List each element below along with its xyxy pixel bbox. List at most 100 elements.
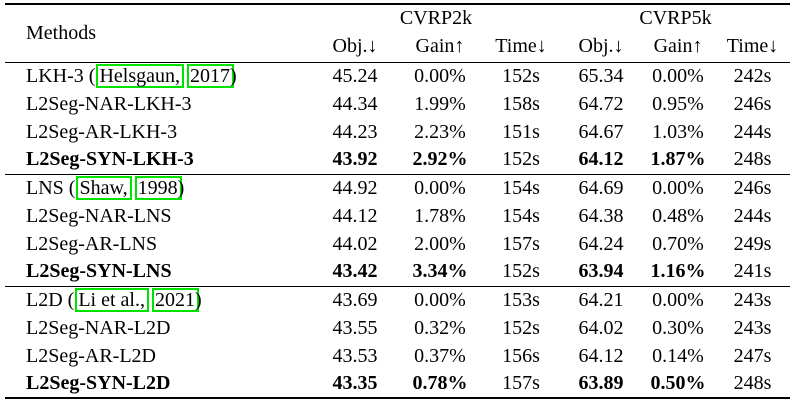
- time-2k-cell: 156s: [502, 344, 540, 367]
- time-2k-cell: 152s: [502, 148, 540, 171]
- method-suffix: ): [194, 289, 202, 312]
- table-row: L2Seg-AR-LNS 44.02 2.00% 157s 64.24 0.70…: [5, 230, 790, 258]
- column-header-obj-2k: Obj.↓: [332, 34, 378, 57]
- obj-2k-cell: 43.92: [332, 148, 378, 171]
- obj-2k-cell: 44.23: [332, 120, 378, 143]
- table-row: LKH-3 (Helsgaun, 2017) 45.24 0.00% 152s 6…: [5, 62, 790, 90]
- obj-2k-cell: 43.35: [332, 372, 378, 394]
- gain-2k-cell: 1.99%: [414, 92, 466, 115]
- method-suffix: ): [229, 65, 237, 88]
- citation-link-year[interactable]: 2017: [186, 64, 234, 89]
- gain-2k-cell: 0.00%: [399, 285, 481, 314]
- time-2k-cell: 154s: [502, 204, 540, 227]
- table-row: L2Seg-AR-LKH-3 44.23 2.23% 151s 64.67 1.…: [5, 118, 790, 146]
- results-table: Methods CVRP2k CVRP5k Obj.↓ Gain↑ Time↓ …: [5, 3, 791, 399]
- method-prefix: L2D (: [26, 289, 75, 312]
- method-cell: LNS (Shaw, 1998): [5, 173, 311, 202]
- gain-5k-cell: 1.16%: [650, 260, 706, 283]
- method-cell: L2Seg-NAR-LNS: [5, 202, 311, 230]
- method-label: L2Seg-NAR-L2D: [26, 316, 171, 339]
- table-row-best: L2Seg-SYN-L2D 43.35 0.78% 157s 63.89 0.5…: [5, 370, 790, 398]
- citation-link-author[interactable]: Helsgaun,: [96, 64, 184, 89]
- time-5k-cell: 244s: [733, 120, 772, 143]
- method-cell: L2Seg-AR-LNS: [5, 230, 311, 258]
- gain-2k-cell: 2.23%: [414, 120, 466, 143]
- citation-link-year[interactable]: 2021: [151, 288, 199, 313]
- gain-2k-cell: 0.37%: [414, 344, 466, 367]
- gain-5k-cell: 0.00%: [641, 285, 716, 314]
- obj-5k-cell: 63.94: [578, 260, 624, 283]
- time-2k-cell: 152s: [502, 260, 540, 283]
- obj-2k-cell: 43.42: [332, 260, 378, 283]
- obj-5k-cell: 65.34: [578, 64, 624, 87]
- time-5k-cell: 243s: [715, 285, 791, 314]
- method-label: L2Seg-NAR-LNS: [26, 204, 172, 227]
- method-label: L2Seg-SYN-LNS: [26, 260, 172, 283]
- method-label: L2Seg-AR-LKH-3: [26, 120, 178, 143]
- time-2k-cell: 153s: [481, 285, 562, 314]
- gain-2k-cell: 2.00%: [414, 232, 466, 255]
- table-header: Methods CVRP2k CVRP5k Obj.↓ Gain↑ Time↓ …: [5, 4, 791, 62]
- method-label: L2Seg-SYN-LKH-3: [26, 148, 194, 171]
- time-5k-cell: 246s: [733, 92, 772, 115]
- obj-2k-cell: 43.69: [311, 285, 399, 314]
- method-cell: LKH-3 (Helsgaun, 2017): [5, 62, 311, 90]
- obj-5k-cell: 64.72: [578, 92, 624, 115]
- gain-2k-cell: 3.34%: [412, 260, 468, 283]
- method-label: L2Seg-NAR-LKH-3: [26, 92, 192, 115]
- obj-2k-cell: 44.92: [311, 173, 399, 202]
- section-l2d: L2D (Li et al., 2021) 43.69 0.00% 153s 64…: [5, 285, 791, 398]
- time-5k-cell: 248s: [733, 372, 772, 394]
- obj-5k-cell: 64.38: [578, 204, 624, 227]
- table-row: L2Seg-NAR-LNS 44.12 1.78% 154s 64.38 0.4…: [5, 202, 790, 230]
- time-5k-cell: 247s: [733, 344, 772, 367]
- gain-5k-cell: 0.00%: [641, 173, 716, 202]
- gain-5k-cell: 0.95%: [652, 92, 704, 115]
- time-2k-cell: 152s: [502, 64, 540, 87]
- gain-2k-cell: 0.32%: [414, 316, 466, 339]
- method-cell: L2Seg-AR-L2D: [5, 342, 311, 370]
- gain-5k-cell: 1.87%: [650, 148, 706, 171]
- method-prefix: LKH-3 (: [26, 65, 96, 88]
- column-header-gain-2k: Gain↑: [415, 34, 465, 57]
- obj-5k-cell: 64.21: [561, 285, 642, 314]
- time-2k-cell: 151s: [502, 120, 540, 143]
- obj-5k-cell: 64.12: [578, 344, 624, 367]
- obj-2k-cell: 44.02: [332, 232, 378, 255]
- citation-link-author[interactable]: Li et al.,: [75, 288, 149, 313]
- column-header-time-5k: Time↓: [726, 34, 779, 57]
- method-cell: L2Seg-SYN-LNS: [5, 258, 311, 286]
- obj-5k-cell: 64.02: [578, 316, 624, 339]
- section-lkh3: LKH-3 (Helsgaun, 2017) 45.24 0.00% 152s 6…: [5, 62, 790, 174]
- gain-2k-cell: 1.78%: [414, 204, 466, 227]
- time-5k-cell: 244s: [733, 204, 772, 227]
- header-group-row: Methods CVRP2k CVRP5k: [5, 4, 790, 44]
- time-5k-cell: 246s: [715, 173, 791, 202]
- method-cell: L2D (Li et al., 2021): [5, 285, 311, 314]
- table-row: L2Seg-NAR-L2D 43.55 0.32% 152s 64.02 0.3…: [5, 314, 790, 342]
- gain-5k-cell: 0.14%: [652, 344, 704, 367]
- gain-5k-cell: 0.30%: [652, 316, 704, 339]
- obj-2k-cell: 43.55: [332, 316, 378, 339]
- time-5k-cell: 248s: [733, 148, 772, 171]
- method-cell: L2Seg-AR-LKH-3: [5, 118, 311, 146]
- obj-2k-cell: 45.24: [332, 64, 378, 87]
- obj-2k-cell: 44.34: [332, 92, 378, 115]
- gain-2k-cell: 2.92%: [412, 148, 468, 171]
- citation-link-year[interactable]: 1998: [134, 176, 182, 201]
- time-5k-cell: 242s: [733, 64, 772, 87]
- table-row-best: L2Seg-SYN-LKH-3 43.92 2.92% 152s 64.12 1…: [5, 146, 790, 174]
- time-5k-cell: 249s: [733, 232, 772, 255]
- obj-5k-cell: 64.24: [578, 232, 624, 255]
- column-header-time-2k: Time↓: [495, 34, 547, 57]
- column-header-methods: Methods: [26, 21, 96, 44]
- time-2k-cell: 152s: [502, 316, 540, 339]
- header-sub-row: Obj.↓ Gain↑ Time↓ Obj.↓ Gain↑ Time↓: [5, 31, 790, 62]
- method-label: L2Seg-AR-LNS: [26, 232, 158, 255]
- citation-link-author[interactable]: Shaw,: [76, 176, 132, 201]
- method-label: L2Seg-SYN-L2D: [26, 372, 171, 394]
- method-prefix: LNS (: [26, 177, 76, 200]
- gain-5k-cell: 0.50%: [650, 372, 706, 394]
- obj-5k-cell: 63.89: [578, 372, 624, 394]
- table-row: L2Seg-AR-L2D 43.53 0.37% 156s 64.12 0.14…: [5, 342, 790, 370]
